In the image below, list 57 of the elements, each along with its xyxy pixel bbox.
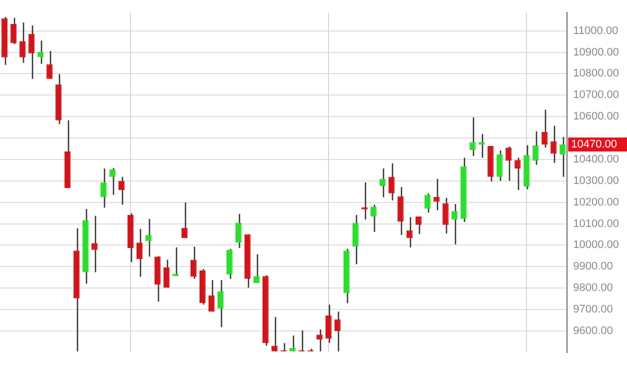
text: 10470.00	[571, 138, 618, 150]
candlestick	[352, 214, 359, 265]
candlestick	[290, 334, 296, 352]
y-tick-label: 10700.00	[573, 89, 620, 102]
candlestick	[542, 109, 548, 148]
candlestick	[424, 192, 431, 214]
candlestick	[416, 216, 422, 235]
candlestick	[46, 50, 53, 80]
y-tick-label: 9700.00	[573, 304, 613, 316]
y-tick-label: 9800.00	[573, 282, 613, 294]
candlestick	[163, 259, 170, 288]
candlestick	[334, 311, 341, 352]
candlestick	[190, 246, 197, 280]
candlestick	[28, 24, 35, 80]
candlestick	[452, 203, 458, 245]
candlestick	[253, 254, 260, 284]
candlestick	[118, 176, 125, 206]
candlestick	[181, 202, 188, 239]
candlestick	[91, 215, 98, 273]
candlestick	[316, 328, 323, 352]
candlestick	[514, 157, 521, 191]
candlestick	[560, 136, 566, 178]
candlestick	[380, 168, 386, 198]
candlestick	[10, 17, 17, 45]
candlestick	[172, 246, 179, 277]
candlestick	[506, 146, 512, 182]
candlestick	[235, 213, 242, 249]
y-tick-label: 10600.00	[573, 110, 620, 123]
y-tick-label: 11000.00	[573, 24, 618, 37]
y-tick-label: 10400.00	[573, 153, 620, 166]
candlestick	[398, 186, 404, 236]
candlestick	[226, 248, 233, 280]
candlestick	[208, 279, 215, 312]
candlestick	[470, 116, 476, 157]
candlestick	[326, 304, 332, 344]
candlestick	[532, 130, 539, 166]
candlestick	[406, 216, 413, 248]
candlestick	[145, 218, 152, 258]
y-tick-label: 10200.00	[573, 196, 620, 208]
candlestick	[442, 197, 449, 234]
y-tick-label: 9600.00	[573, 324, 613, 337]
candlestick	[217, 279, 224, 328]
y-tick-label: 10900.00	[573, 46, 620, 58]
candlestick	[136, 228, 143, 278]
candlestick	[100, 168, 107, 208]
candlestick	[388, 162, 395, 202]
y-tick-label: 10300.00	[573, 174, 620, 187]
candlestick	[550, 125, 557, 164]
candlestick	[496, 150, 503, 182]
y-tick-label: 10800.00	[573, 68, 620, 80]
candlestick	[109, 167, 116, 196]
y-tick-label: 10000.00	[573, 239, 620, 252]
y-tick-label: 10100.00	[573, 218, 620, 230]
candlestick	[272, 316, 278, 352]
y-tick-label: 9900.00	[573, 260, 613, 273]
candlestick	[370, 204, 377, 233]
candlestick	[19, 22, 26, 64]
